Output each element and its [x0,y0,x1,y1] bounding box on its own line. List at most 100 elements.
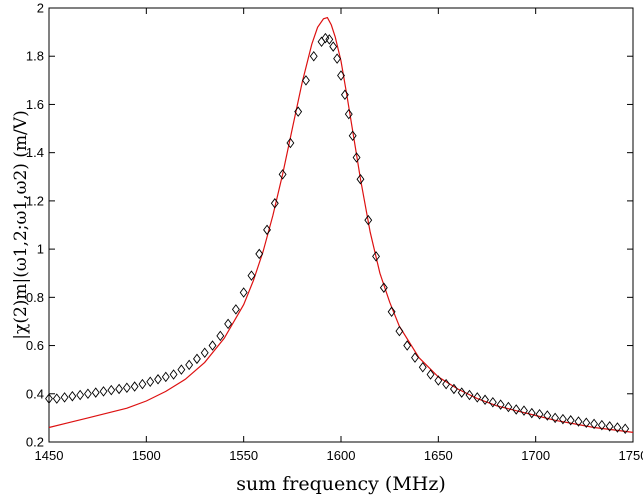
data-point-diamond [543,410,552,421]
data-point-diamond [411,352,419,363]
data-point-diamond [340,89,349,101]
data-point-diamond [364,214,373,226]
data-point-diamond [426,369,435,380]
data-point-diamond [154,374,162,385]
data-point-diamond [605,421,614,432]
y-tick-label: 1.4 [26,145,44,160]
y-tick-label: 0.4 [26,386,44,401]
data-point-diamond [193,353,201,365]
x-tick-label: 1500 [132,448,161,463]
data-point-diamond [403,340,412,351]
data-point-diamond [512,404,521,415]
data-point-diamond [177,364,186,375]
y-tick-label: 1.6 [26,97,44,112]
data-point-diamond [582,417,591,428]
x-tick-label: 1550 [229,448,258,463]
data-point-diamond [231,304,240,315]
data-point-diamond [344,108,353,120]
data-point-diamond [418,362,427,373]
data-point-diamond [83,388,92,400]
data-point-diamond [91,387,100,398]
data-point-diamond [302,75,310,86]
data-point-diamond [76,389,85,401]
data-point-diamond [337,70,345,81]
data-point-diamond [535,409,544,420]
data-point-diamond [551,412,560,424]
data-point-diamond [356,173,365,185]
data-point-diamond [115,383,124,395]
data-point-diamond [329,41,338,52]
data-point-diamond [68,390,77,402]
y-tick-label: 1.8 [26,49,44,64]
data-markers-series [45,32,630,434]
data-point-diamond [52,393,61,404]
data-point-diamond [387,306,396,318]
data-point-diamond [255,248,264,260]
fit-line-series [48,16,634,433]
y-axis-label: |χ(2)m|(ω1,2;ω1,ω2) (m/V) [11,110,31,339]
data-point-diamond [325,34,334,45]
data-point-diamond [449,383,458,395]
data-point-diamond [309,50,318,62]
data-point-diamond [442,378,451,390]
data-point-diamond [247,270,256,281]
data-point-diamond [473,392,482,403]
data-point-diamond [457,387,466,398]
data-point-diamond [263,224,271,236]
data-point-diamond [496,399,505,410]
data-point-diamond [146,376,155,387]
data-point-diamond [286,137,295,149]
data-point-diamond [200,347,209,359]
data-point-diamond [352,152,361,163]
x-tick-label: 1450 [35,448,64,463]
x-tick-label: 1600 [327,448,356,463]
data-point-diamond [224,318,233,330]
data-point-diamond [434,375,443,386]
x-tick-label: 1650 [424,448,453,463]
data-point-diamond [169,369,178,380]
data-point-diamond [208,340,217,351]
data-point-diamond [379,282,388,293]
data-point-diamond [216,330,225,342]
data-point-diamond [294,106,303,117]
data-point-diamond [239,287,248,298]
data-point-diamond [621,423,630,434]
data-point-diamond [527,407,536,419]
x-tick-label: 1700 [521,448,550,463]
y-tick-label: 1 [37,242,44,257]
data-point-diamond [395,325,404,337]
y-tick-label: 0.8 [26,290,44,305]
data-point-diamond [613,422,622,433]
data-point-diamond [488,396,497,408]
fit-curve [48,16,634,433]
data-point-diamond [520,405,528,416]
data-point-diamond [504,401,513,413]
data-point-diamond [333,53,342,64]
plot-area [48,7,634,443]
data-point-diamond [481,394,489,406]
data-point-diamond [590,418,599,430]
data-point-diamond [185,359,194,371]
data-point-diamond [566,415,575,426]
data-point-diamond [574,416,583,427]
data-point-diamond [138,378,147,390]
data-point-diamond [278,169,287,180]
data-point-diamond [597,419,606,431]
y-tick-label: 0.2 [26,435,44,450]
y-axis-ticks: 0.2 0.4 0.6 0.8 1 1.2 1.4 1.6 1.8 2 [26,1,633,450]
data-point-diamond [558,413,567,425]
data-point-diamond [348,130,357,142]
data-point-diamond [161,371,170,383]
data-point-diamond [372,251,380,262]
data-point-diamond [107,384,116,396]
y-tick-label: 2 [37,1,44,16]
data-point-diamond [122,382,131,393]
data-point-diamond [45,393,53,404]
data-point-diamond [60,392,69,403]
data-point-diamond [130,381,139,392]
x-axis-label: sum frequency (MHz) [236,473,446,495]
y-tick-label: 0.6 [26,338,44,353]
